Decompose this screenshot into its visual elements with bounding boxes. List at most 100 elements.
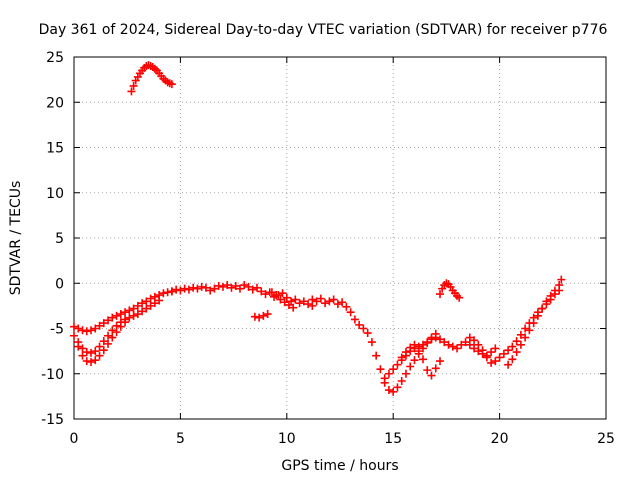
data-point — [95, 321, 104, 330]
x-tick-label: 25 — [597, 431, 615, 447]
data-point — [142, 297, 151, 306]
data-point — [525, 326, 534, 335]
data-point — [112, 328, 121, 337]
data-point — [146, 294, 155, 303]
axis-tick-labels: 0 5 10 15 20 25 -15 -10 -5 0 5 10 15 20 25 — [41, 50, 615, 447]
data-point — [482, 353, 491, 362]
series-track-morning-b — [70, 296, 164, 357]
grid — [74, 57, 606, 419]
data-point — [87, 348, 96, 357]
data-point — [282, 293, 291, 302]
data-point — [129, 81, 138, 90]
data-point — [91, 356, 100, 365]
data-point — [321, 299, 330, 308]
data-point — [82, 357, 91, 366]
data-point — [376, 365, 385, 374]
series-track-evening-mid — [397, 340, 445, 380]
data-point — [176, 286, 185, 295]
data-point — [74, 324, 83, 333]
data-point — [167, 287, 176, 296]
data-point — [261, 290, 270, 299]
data-point — [448, 342, 457, 351]
data-point — [78, 351, 87, 360]
data-point — [150, 299, 159, 308]
data-point — [240, 281, 249, 290]
data-point — [244, 282, 253, 291]
data-point — [133, 301, 142, 310]
data-point — [253, 283, 262, 292]
series-track-high-arc — [127, 61, 176, 96]
data-point — [516, 330, 525, 339]
data-point — [414, 347, 423, 356]
data-point — [427, 371, 436, 380]
data-point — [346, 308, 355, 317]
data-point — [312, 297, 321, 306]
data-point — [461, 338, 470, 347]
data-point — [125, 306, 134, 315]
data-point — [529, 319, 538, 328]
series-track-midday — [167, 281, 317, 310]
data-point — [289, 303, 298, 312]
data-point — [184, 285, 193, 294]
data-point — [363, 329, 372, 338]
series-track-night-b — [504, 275, 566, 369]
data-point — [235, 284, 244, 293]
data-point — [329, 295, 338, 304]
data-point — [546, 291, 555, 300]
data-point — [193, 284, 202, 293]
data-point — [99, 346, 108, 355]
data-point — [384, 386, 393, 395]
x-tick-label: 10 — [278, 431, 296, 447]
data-point — [512, 337, 521, 346]
data-point — [397, 353, 406, 362]
y-tick-label: -10 — [41, 367, 64, 383]
data-point — [389, 387, 398, 396]
x-axis-label: GPS time / hours — [281, 458, 398, 474]
data-point — [87, 326, 96, 335]
data-point — [104, 316, 113, 325]
data-point — [163, 288, 172, 297]
x-tick-label: 20 — [491, 431, 509, 447]
data-point — [99, 319, 108, 328]
data-point — [91, 347, 100, 356]
series-track-evening-dip — [380, 329, 440, 396]
data-point — [516, 340, 525, 349]
data-point — [280, 298, 289, 307]
chart-title: Day 361 of 2024, Sidereal Day-to-day VTE… — [39, 22, 608, 38]
data-point — [478, 346, 487, 355]
x-tick-label: 15 — [384, 431, 402, 447]
data-point — [206, 286, 215, 295]
y-tick-label: -15 — [41, 412, 64, 428]
data-point — [542, 297, 551, 306]
data-point — [248, 285, 257, 294]
data-point — [470, 344, 479, 353]
data-point — [342, 302, 351, 311]
data-point — [108, 313, 117, 322]
data-point — [495, 353, 504, 362]
data-point — [82, 327, 91, 336]
data-point — [263, 310, 272, 319]
data-point — [146, 301, 155, 310]
data-point — [393, 360, 402, 369]
data-point — [372, 351, 381, 360]
data-point — [121, 308, 130, 317]
data-point — [325, 297, 334, 306]
data-point — [112, 311, 121, 320]
series-track-morning-c — [74, 318, 130, 366]
data-point — [359, 324, 368, 333]
data-point — [521, 333, 530, 342]
data-point — [393, 383, 402, 392]
data-point — [333, 300, 342, 309]
data-point — [367, 338, 376, 347]
data-point — [129, 311, 138, 320]
data-point — [431, 329, 440, 338]
data-point — [180, 284, 189, 293]
data-point — [338, 298, 347, 307]
data-point — [74, 342, 83, 351]
data-point — [423, 338, 432, 347]
data-point — [257, 287, 266, 296]
data-point — [255, 313, 264, 322]
data-point — [555, 281, 564, 290]
x-tick-label: 0 — [70, 431, 79, 447]
